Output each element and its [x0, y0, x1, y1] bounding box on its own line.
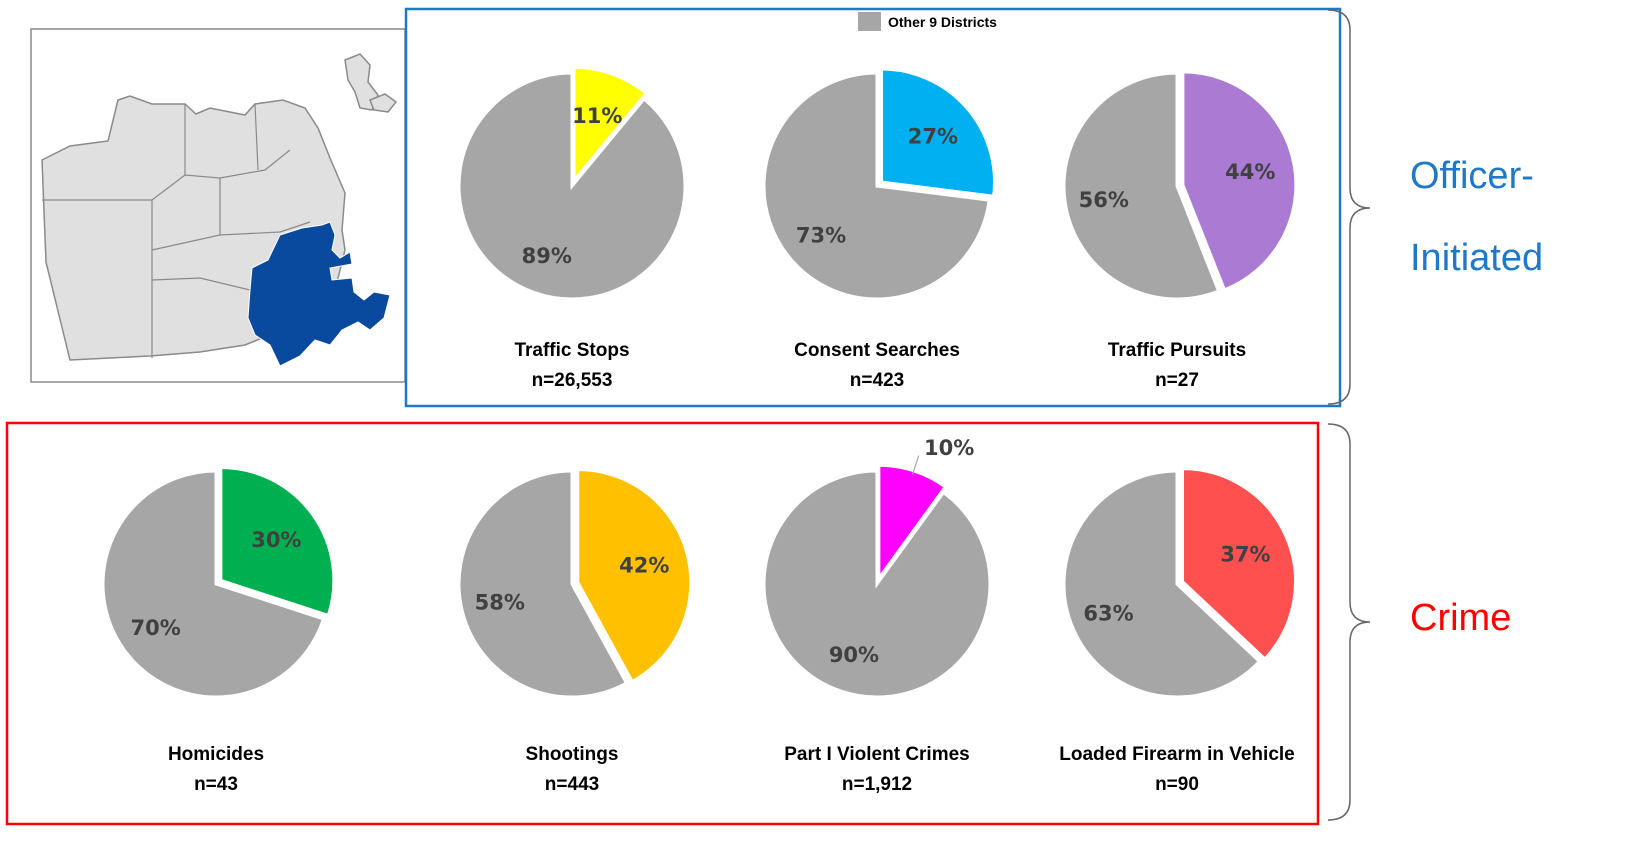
pie-homicides: 30% 70% Homicides n=43 — [101, 465, 336, 795]
pct-label-part-i-violent-crimes-other: 90% — [829, 643, 879, 667]
pct-label-shootings-district: 42% — [619, 553, 669, 577]
pct-label-part-i-violent-crimes-district: 10% — [924, 436, 974, 460]
chart-title-traffic-stops: Traffic Stops — [514, 340, 629, 361]
officer-initiated-label-line2: Initiated — [1410, 237, 1543, 279]
pct-label-traffic-pursuits-other: 56% — [1079, 188, 1129, 212]
pie-charts: 11% 89% Traffic Stops n=26,553 27% 73% Consent… — [101, 65, 1298, 795]
pie-part-i-violent-crimes: 10% 90% Part I Violent Crimes n=1,912 — [762, 436, 992, 795]
slice-traffic-pursuits-other — [1062, 71, 1221, 301]
highlighted-district — [247, 221, 391, 367]
pie-consent-searches: 27% 73% Consent Searches n=423 — [762, 67, 996, 391]
pie-shootings: 42% 58% Shootings n=443 — [457, 468, 693, 795]
pct-label-traffic-pursuits-district: 44% — [1225, 160, 1275, 184]
pie-traffic-stops: 11% 89% Traffic Stops n=26,553 — [457, 65, 687, 391]
slice-shootings-other — [457, 469, 629, 699]
pct-label-consent-searches-district: 27% — [908, 125, 958, 149]
chart-title-loaded-firearm-in-vehicle: Loaded Firearm in Vehicle — [1059, 744, 1294, 765]
chart-title-homicides: Homicides — [168, 744, 264, 765]
slice-traffic-stops-other — [457, 71, 687, 301]
officer-initiated-brace — [1327, 9, 1371, 405]
crime-label: Crime — [1410, 597, 1511, 639]
chart-title-part-i-violent-crimes: Part I Violent Crimes — [784, 744, 970, 765]
pct-label-loaded-firearm-in-vehicle-district: 37% — [1220, 542, 1270, 566]
pie-traffic-pursuits: 44% 56% Traffic Pursuits n=27 — [1062, 70, 1298, 391]
pct-label-homicides-district: 30% — [251, 528, 301, 552]
slice-traffic-stops-district — [572, 65, 649, 185]
pct-label-traffic-stops-other: 89% — [522, 244, 572, 268]
district-boundaries — [42, 103, 311, 358]
slice-loaded-firearm-in-vehicle-district — [1181, 467, 1297, 662]
legend: Other 9 Districts — [858, 12, 997, 31]
slice-traffic-pursuits-district — [1181, 70, 1298, 292]
crime-box — [5, 421, 1320, 826]
officer-initiated-box — [404, 7, 1342, 408]
chart-title-shootings: Shootings — [526, 744, 619, 765]
chart-n-part-i-violent-crimes: n=1,912 — [842, 774, 912, 795]
pct-label-traffic-stops-district: 11% — [572, 104, 622, 128]
legend-label: Other 9 Districts — [888, 14, 997, 30]
pct-label-shootings-other: 58% — [475, 591, 525, 615]
slice-loaded-firearm-in-vehicle-other — [1062, 469, 1262, 699]
chart-n-homicides: n=43 — [194, 774, 238, 795]
chart-n-traffic-pursuits: n=27 — [1155, 370, 1199, 391]
chart-title-consent-searches: Consent Searches — [794, 340, 960, 361]
slice-homicides-other — [101, 469, 326, 699]
chart-title-traffic-pursuits: Traffic Pursuits — [1108, 340, 1246, 361]
legend-swatch — [858, 12, 881, 31]
officer-initiated-label-line1: Officer- — [1410, 155, 1534, 197]
crime-brace — [1327, 423, 1371, 821]
chart-n-shootings: n=443 — [545, 774, 599, 795]
district-map — [30, 28, 406, 383]
pct-label-consent-searches-other: 73% — [796, 223, 846, 247]
slice-part-i-violent-crimes-other — [762, 469, 992, 699]
chart-n-consent-searches: n=423 — [850, 370, 904, 391]
chart-n-traffic-stops: n=26,553 — [532, 370, 613, 391]
slice-consent-searches-other — [762, 71, 991, 301]
pct-label-homicides-other: 70% — [131, 616, 181, 640]
slice-shootings-district — [576, 468, 693, 684]
yerba-buena-island — [369, 93, 398, 113]
leader-line-part-i-violent-crimes — [911, 455, 920, 475]
slice-consent-searches-district — [880, 67, 996, 198]
slice-homicides-district — [219, 465, 336, 618]
pct-label-loaded-firearm-in-vehicle-other: 63% — [1083, 602, 1133, 626]
pie-loaded-firearm-in-vehicle: 37% 63% Loaded Firearm in Vehicle n=90 — [1059, 467, 1297, 795]
chart-n-loaded-firearm-in-vehicle: n=90 — [1155, 774, 1199, 795]
